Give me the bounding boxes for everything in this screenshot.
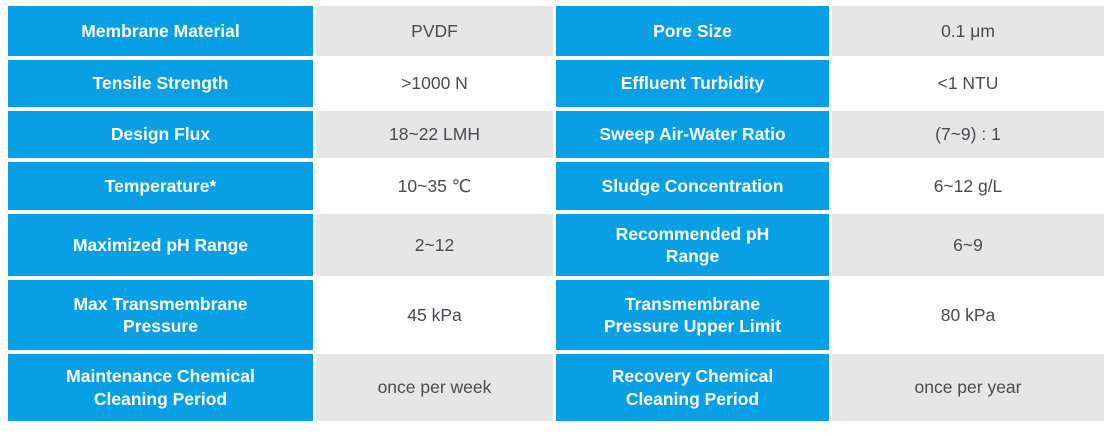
row-7-right-value: once per year: [832, 354, 1104, 421]
row-3-right-label: Sweep Air-Water Ratio: [556, 111, 829, 158]
row-5-right-value: 6~9: [832, 214, 1104, 276]
row-4-right-value: 6~12 g/L: [832, 162, 1104, 210]
row-4-left-label: Temperature*: [8, 162, 313, 210]
row-4-right-label: Sludge Concentration: [556, 162, 829, 210]
row-7-left-label: Maintenance Chemical Cleaning Period: [8, 354, 313, 421]
row-2-right-label: Effluent Turbidity: [556, 60, 829, 107]
row-4-left-value: 10~35 ℃: [316, 162, 553, 210]
row-7-left-value: once per week: [316, 354, 553, 421]
row-1-right-value: 0.1 μm: [832, 6, 1104, 56]
row-6-left-label: Max Transmembrane Pressure: [8, 280, 313, 350]
row-1-right-label: Pore Size: [556, 6, 829, 56]
row-6-left-value: 45 kPa: [316, 280, 553, 350]
row-7-right-label: Recovery Chemical Cleaning Period: [556, 354, 829, 421]
row-1-left-label: Membrane Material: [8, 6, 313, 56]
row-3-left-value: 18~22 LMH: [316, 111, 553, 158]
row-1-left-value: PVDF: [316, 6, 553, 56]
row-3-left-label: Design Flux: [8, 111, 313, 158]
row-2-left-label: Tensile Strength: [8, 60, 313, 107]
row-3-right-value: (7~9) : 1: [832, 111, 1104, 158]
row-5-right-label: Recommended pH Range: [556, 214, 829, 276]
row-5-left-label: Maximized pH Range: [8, 214, 313, 276]
row-2-left-value: >1000 N: [316, 60, 553, 107]
row-2-right-value: <1 NTU: [832, 60, 1104, 107]
row-6-right-value: 80 kPa: [832, 280, 1104, 350]
row-5-left-value: 2~12: [316, 214, 553, 276]
row-6-right-label: Transmembrane Pressure Upper Limit: [556, 280, 829, 350]
